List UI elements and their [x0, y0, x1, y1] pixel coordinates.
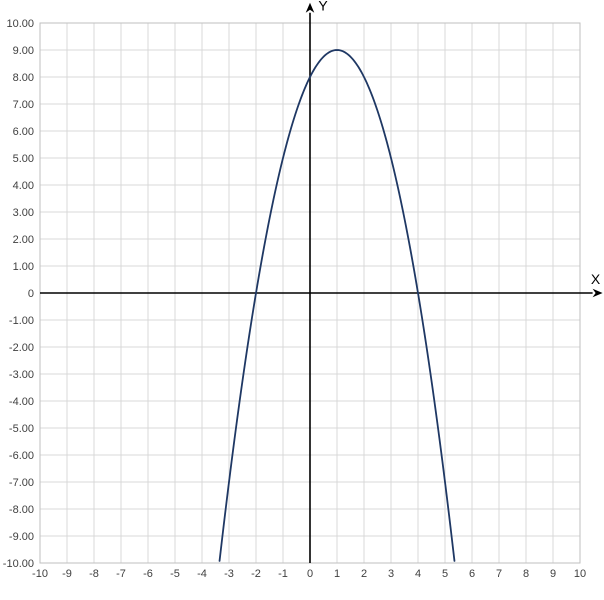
- svg-text:Y: Y: [318, 0, 328, 14]
- svg-text:-1.00: -1.00: [9, 315, 34, 327]
- svg-text:4: 4: [415, 568, 421, 580]
- svg-text:5.00: 5.00: [13, 153, 34, 165]
- svg-text:-9: -9: [62, 568, 72, 580]
- svg-text:0: 0: [28, 288, 34, 300]
- svg-text:-10: -10: [32, 568, 48, 580]
- svg-text:0: 0: [307, 568, 313, 580]
- svg-text:-6.00: -6.00: [9, 450, 34, 462]
- svg-text:-5.00: -5.00: [9, 423, 34, 435]
- svg-text:3.00: 3.00: [13, 207, 34, 219]
- svg-text:9: 9: [550, 568, 556, 580]
- svg-text:4.00: 4.00: [13, 180, 34, 192]
- svg-text:-8.00: -8.00: [9, 504, 34, 516]
- svg-text:3: 3: [388, 568, 394, 580]
- svg-text:7.00: 7.00: [13, 99, 34, 111]
- svg-text:2.00: 2.00: [13, 234, 34, 246]
- svg-text:-3: -3: [224, 568, 234, 580]
- svg-text:6.00: 6.00: [13, 126, 34, 138]
- svg-text:X: X: [591, 271, 601, 287]
- svg-text:8.00: 8.00: [13, 72, 34, 84]
- svg-text:-7.00: -7.00: [9, 477, 34, 489]
- svg-text:6: 6: [469, 568, 475, 580]
- svg-text:1: 1: [334, 568, 340, 580]
- svg-text:-5: -5: [170, 568, 180, 580]
- svg-text:-3.00: -3.00: [9, 369, 34, 381]
- svg-text:5: 5: [442, 568, 448, 580]
- svg-text:9.00: 9.00: [13, 45, 34, 57]
- svg-text:-10.00: -10.00: [3, 558, 34, 570]
- svg-text:-4: -4: [197, 568, 207, 580]
- svg-text:10: 10: [574, 568, 586, 580]
- svg-text:-2.00: -2.00: [9, 342, 34, 354]
- svg-text:-6: -6: [143, 568, 153, 580]
- svg-text:-1: -1: [278, 568, 288, 580]
- svg-text:2: 2: [361, 568, 367, 580]
- svg-text:-2: -2: [251, 568, 261, 580]
- svg-text:-8: -8: [89, 568, 99, 580]
- svg-text:7: 7: [496, 568, 502, 580]
- svg-text:-7: -7: [116, 568, 126, 580]
- svg-text:10.00: 10.00: [6, 18, 34, 30]
- svg-text:-4.00: -4.00: [9, 396, 34, 408]
- svg-text:-9.00: -9.00: [9, 531, 34, 543]
- svg-text:8: 8: [523, 568, 529, 580]
- svg-text:1.00: 1.00: [13, 261, 34, 273]
